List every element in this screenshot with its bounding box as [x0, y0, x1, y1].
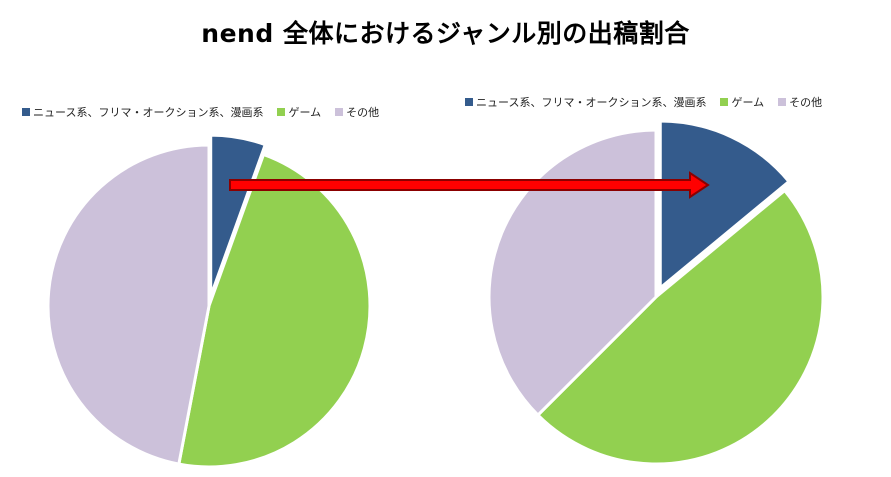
legend-item-news: ニュース系、フリマ・オークション系、漫画系 [465, 94, 706, 110]
legend-swatch-other [778, 98, 787, 106]
legend-label-news: ニュース系、フリマ・オークション系、漫画系 [33, 106, 264, 119]
slice-game [535, 188, 825, 466]
legend-swatch-news [465, 98, 473, 106]
legend-swatch-other [335, 108, 344, 116]
legend-item-other: その他 [778, 94, 822, 110]
slice-news [209, 133, 268, 297]
legend-label-other: その他 [346, 106, 380, 119]
legend-label-other: その他 [789, 96, 823, 109]
legend-label-game: ゲーム [288, 106, 322, 119]
legend-swatch-news [22, 108, 30, 116]
page-title: nend 全体におけるジャンル別の出稿割合 [201, 19, 690, 48]
legend-label-news: ニュース系、フリマ・オークション系、漫画系 [476, 96, 707, 109]
slice-other [487, 128, 658, 418]
legend-label-game: ゲーム [731, 96, 765, 109]
pie-chart-right [487, 119, 825, 466]
slice-news [658, 119, 792, 292]
legend-left: ニュース系、フリマ・オークション系、漫画系 ゲーム その他 [22, 104, 393, 120]
legend-swatch-game [720, 98, 729, 106]
arrow-shape [229, 171, 710, 199]
legend-item-game: ゲーム [720, 94, 764, 110]
legend-item-other: その他 [335, 104, 379, 120]
legend-swatch-game [277, 108, 286, 116]
legend-item-game: ゲーム [277, 104, 321, 120]
legend-item-news: ニュース系、フリマ・オークション系、漫画系 [22, 104, 263, 120]
legend-right: ニュース系、フリマ・オークション系、漫画系 ゲーム その他 [465, 94, 836, 110]
pie-chart-left [46, 133, 372, 469]
comparison-arrow [229, 171, 710, 199]
slice-other [46, 143, 211, 466]
